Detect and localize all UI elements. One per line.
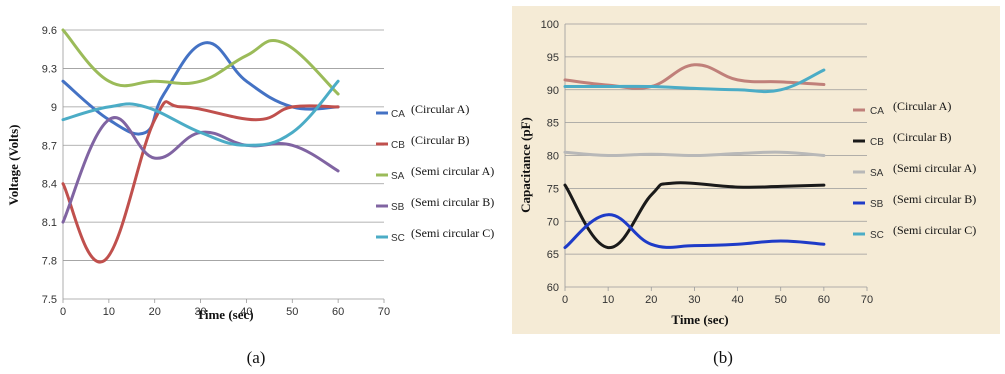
legend-code: CB: [870, 137, 884, 148]
y-tick-label: 9: [51, 102, 57, 114]
series-a: [61, 28, 340, 264]
y-tick-label: 65: [547, 249, 559, 261]
series-line-sb: [61, 116, 340, 224]
chart-b-background: [512, 6, 1000, 334]
legend-a: CA (Circular A) CB (Circular B) SA (Semi circ…: [376, 102, 494, 244]
legend-label: (Circular A): [411, 102, 469, 116]
caption-a: (a): [247, 348, 266, 367]
series-line-sa: [61, 28, 340, 96]
caption-b: (b): [713, 348, 733, 367]
x-tick-label: 40: [240, 306, 252, 318]
x-tick-label: 40: [731, 294, 743, 306]
legend-label: (Semi circular A): [411, 164, 494, 178]
y-tick-label: 7.8: [42, 256, 57, 268]
y-tick-label: 100: [541, 19, 559, 31]
legend-label: (Semi circular B): [411, 195, 494, 209]
legend-label: (Semi circular C): [411, 226, 494, 240]
y-tick-label: 7.5: [42, 294, 57, 306]
series-line-cb: [61, 100, 340, 264]
legend-code: CB: [391, 140, 405, 151]
series-line-cb: [563, 181, 826, 250]
series-line-sc: [61, 79, 340, 147]
y-tick-label: 80: [547, 151, 559, 163]
legend-code: SB: [391, 202, 405, 213]
x-tick-label: 0: [562, 294, 568, 306]
legend-code: CA: [870, 106, 884, 117]
x-tick-label: 10: [602, 294, 614, 306]
ticks-a: 7.5 7.8 8.1 8.4 8.7 9 9.3 9.6 0 10 20 30 40 50 60 70: [42, 25, 390, 318]
y-tick-label: 8.7: [42, 140, 57, 152]
series-line-ca: [61, 41, 340, 136]
series-b: [563, 63, 826, 250]
y-tick-label: 90: [547, 85, 559, 97]
y-tick-label: 9.6: [42, 25, 57, 37]
x-tick-label: 0: [60, 306, 66, 318]
x-tick-label: 60: [818, 294, 830, 306]
chart-a: 7.5 7.8 8.1 8.4 8.7 9 9.3 9.6 0 10 20 30 40 50 60 70 Ti…: [6, 25, 494, 367]
legend-code: SA: [870, 168, 884, 179]
series-line-sb: [563, 213, 826, 250]
legend-label: (Circular B): [893, 130, 951, 144]
legend-code: SC: [391, 233, 405, 244]
legend-code: SC: [870, 230, 884, 241]
x-axis-title-b: Time (sec): [671, 312, 728, 327]
x-tick-label: 30: [194, 306, 206, 318]
y-axis-title-b: Capacitance (pF): [518, 117, 533, 213]
ticks-b: 60 65 70 75 80 85 90 95 100 0 10 20 30 40 50 60 70: [541, 19, 873, 306]
y-tick-label: 95: [547, 52, 559, 64]
legend-b: CA (Circular A) CB (Circular B) SA (Semi circ…: [853, 99, 976, 241]
x-tick-label: 50: [286, 306, 298, 318]
x-tick-label: 70: [378, 306, 390, 318]
x-tick-label: 50: [775, 294, 787, 306]
legend-label: (Semi circular A): [893, 161, 976, 175]
legend-code: SA: [391, 171, 405, 182]
legend-code: SB: [870, 199, 884, 210]
legend-label: (Semi circular B): [893, 192, 976, 206]
x-tick-label: 30: [688, 294, 700, 306]
x-tick-label: 20: [645, 294, 657, 306]
legend-label: (Circular B): [411, 133, 469, 147]
x-tick-label: 70: [861, 294, 873, 306]
legend-label: (Circular A): [893, 99, 951, 113]
series-line-sa: [563, 150, 826, 158]
x-tick-label: 10: [103, 306, 115, 318]
chart-b: 60 65 70 75 80 85 90 95 100 0 10 20 30 40 50 60 70 Time …: [512, 6, 1000, 367]
x-axis-title-a: Time (sec): [196, 307, 253, 322]
x-tick-label: 20: [149, 306, 161, 318]
y-tick-label: 8.4: [42, 179, 57, 191]
y-tick-label: 9.3: [42, 63, 57, 75]
legend-code: CA: [391, 109, 405, 120]
y-axis-title-a: Voltage (Volts): [6, 124, 21, 205]
x-tick-label: 60: [332, 306, 344, 318]
legend-label: (Semi circular C): [893, 223, 976, 237]
series-line-sc: [563, 68, 826, 94]
y-tick-label: 85: [547, 118, 559, 130]
y-tick-label: 60: [547, 282, 559, 294]
y-tick-label: 8.1: [42, 217, 57, 229]
y-tick-label: 75: [547, 183, 559, 195]
y-tick-label: 70: [547, 216, 559, 228]
